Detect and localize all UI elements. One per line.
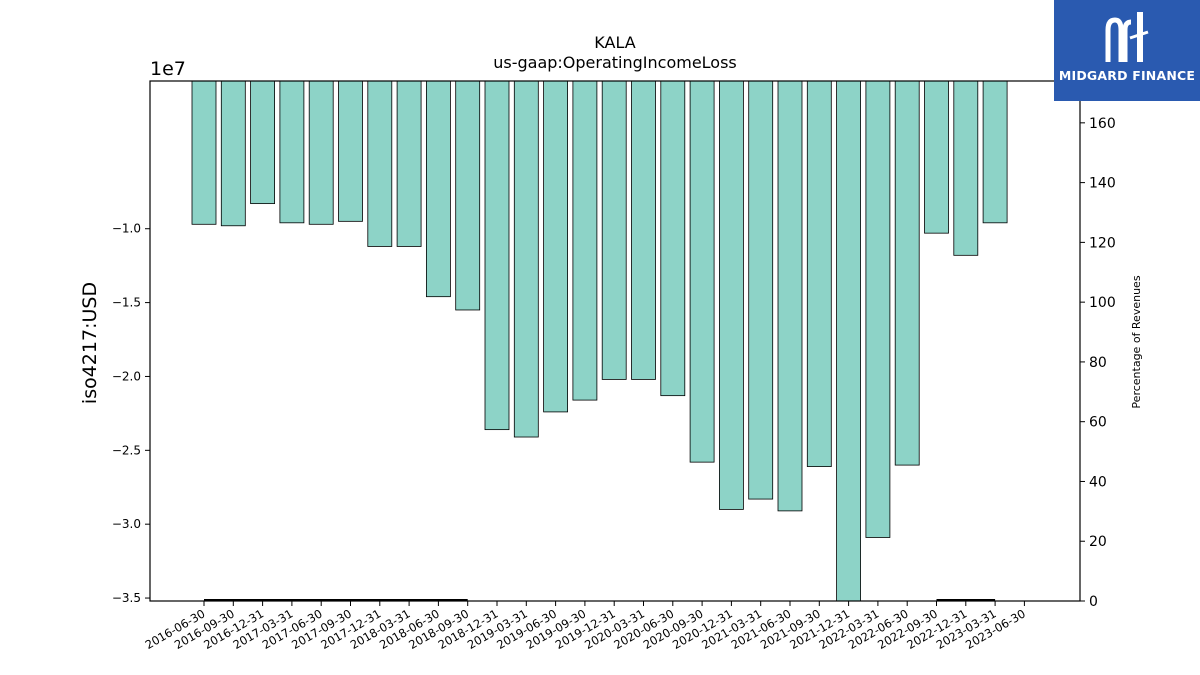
bar — [191, 80, 217, 225]
bar — [865, 80, 891, 538]
midgard-logo-icon — [1105, 12, 1149, 62]
bar — [689, 80, 715, 463]
plot-frame — [149, 80, 1081, 602]
y-tick-label: −1.0 — [112, 222, 141, 236]
bar — [425, 80, 451, 298]
bar — [484, 80, 510, 431]
bar — [572, 80, 598, 401]
bar — [748, 80, 774, 500]
y2-tick-label: 80 — [1089, 355, 1107, 371]
y-tick-label: −3.0 — [112, 517, 141, 531]
y2-tick-label: 0 — [1089, 594, 1098, 610]
bar — [806, 80, 832, 467]
bar — [953, 80, 979, 256]
y2-axis-label: Percentage of Revenues — [1130, 275, 1143, 408]
y2-tick-label: 60 — [1089, 415, 1107, 431]
bar — [631, 80, 656, 380]
bar — [924, 80, 949, 234]
y-tick-label: −2.5 — [112, 443, 141, 457]
bar — [338, 80, 363, 222]
bar — [250, 80, 276, 205]
bar — [719, 80, 744, 510]
bar — [513, 80, 539, 438]
bar — [894, 80, 920, 466]
bar — [220, 80, 246, 227]
y-tick-label: −1.5 — [112, 296, 141, 310]
bar — [308, 80, 334, 225]
y-tick-label: −2.0 — [112, 369, 141, 383]
bar — [543, 80, 568, 413]
bar — [777, 80, 803, 512]
logo-text: MIDGARD FINANCE — [1058, 68, 1196, 83]
y2-tick-label: 140 — [1089, 176, 1116, 192]
bar — [279, 80, 305, 224]
bar — [982, 80, 1008, 224]
bar — [660, 80, 686, 397]
chart-subtitle: us-gaap:OperatingIncomeLoss — [493, 53, 737, 72]
y-offset-label: 1e7 — [150, 58, 186, 80]
bar — [367, 80, 393, 247]
y2-tick-label: 120 — [1089, 235, 1116, 251]
y-tick-label: −3.5 — [112, 591, 141, 605]
bar — [836, 80, 861, 602]
bar — [455, 80, 481, 311]
brand-logo: MIDGARD FINANCE — [1054, 0, 1200, 101]
chart-title: KALA — [594, 33, 635, 52]
y2-tick-label: 100 — [1089, 295, 1116, 311]
bar — [396, 80, 422, 247]
bar — [601, 80, 627, 380]
y2-tick-label: 20 — [1089, 534, 1107, 550]
y-axis-label: iso4217:USD — [79, 282, 101, 404]
y2-tick-label: 40 — [1089, 474, 1107, 490]
y2-tick-label: 160 — [1089, 116, 1116, 132]
